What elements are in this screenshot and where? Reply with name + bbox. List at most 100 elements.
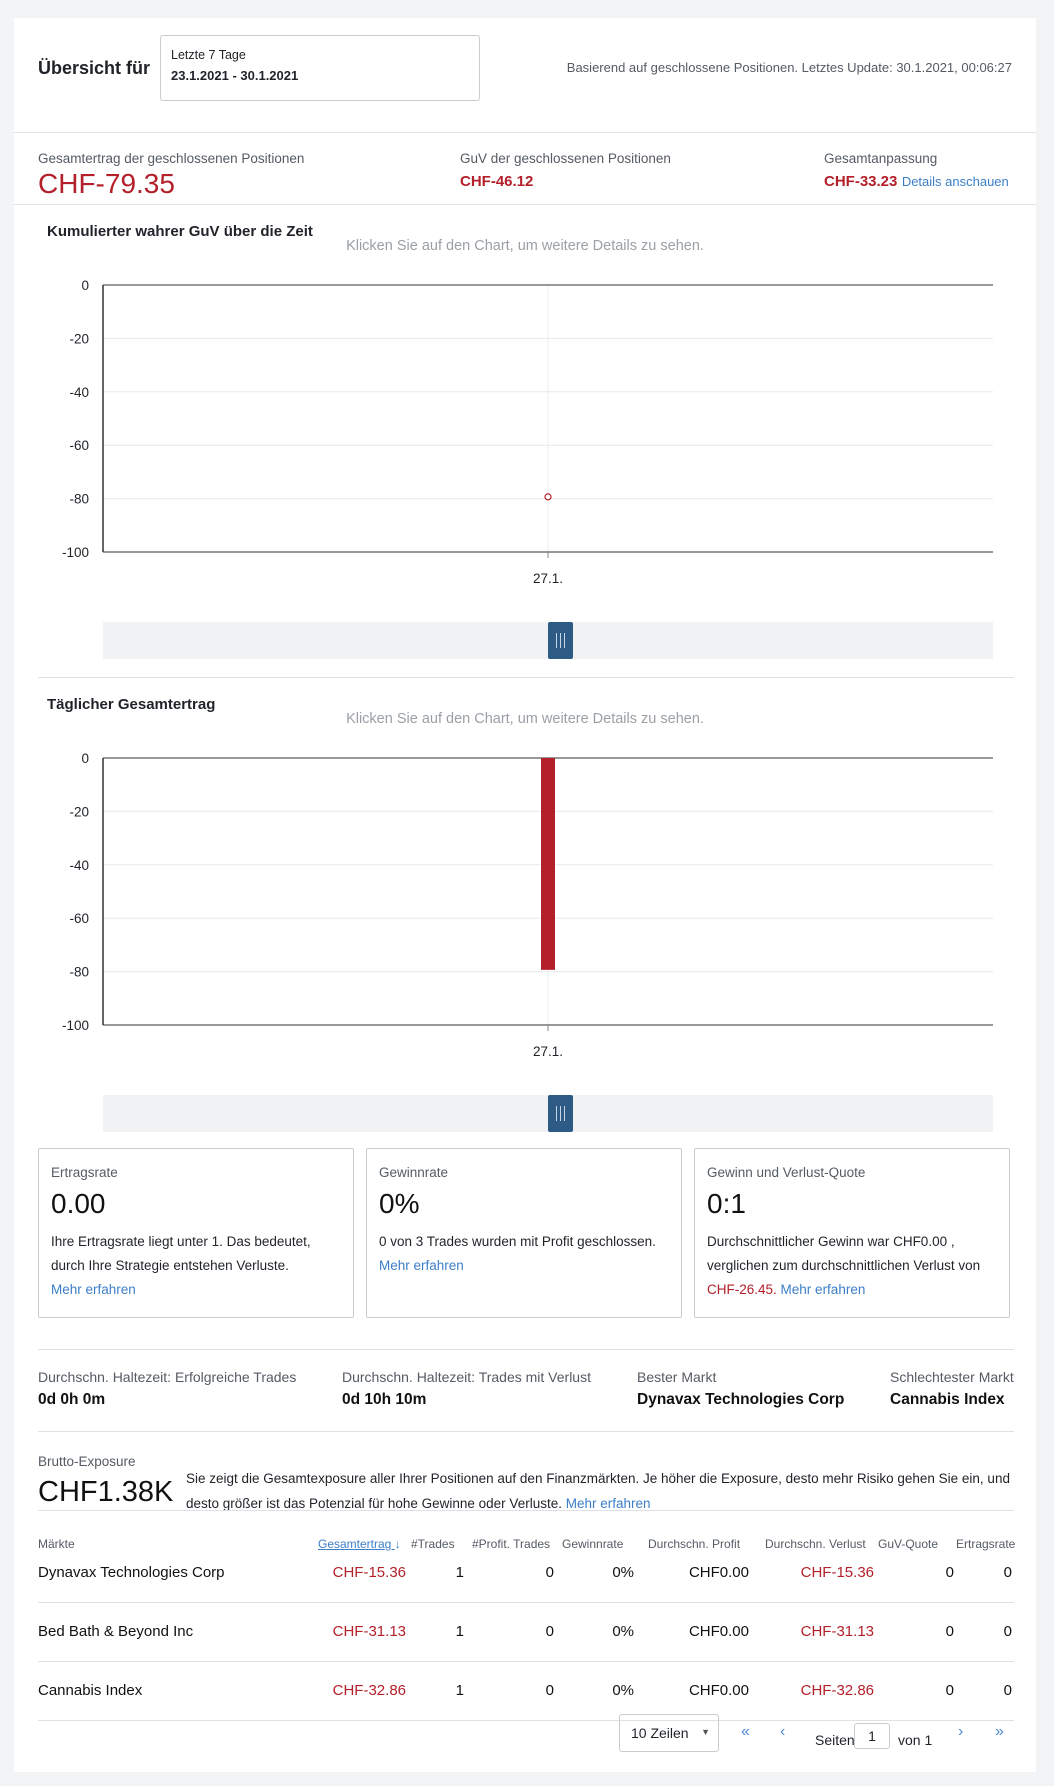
- divider: [14, 132, 1036, 133]
- cell-market: Dynavax Technologies Corp: [38, 1564, 225, 1581]
- daily-chart[interactable]: 0 -20 -40 -60 -80 -100 27.1.: [14, 726, 1036, 1056]
- col-avg-profit[interactable]: Durchschn. Profit: [648, 1537, 741, 1551]
- y-tick-label: -40: [69, 858, 89, 873]
- win-rate-desc-text: 0 von 3 Trades wurden mit Profit geschlo…: [379, 1234, 656, 1249]
- pnl-ratio-learn-more-link[interactable]: Mehr erfahren: [780, 1282, 866, 1297]
- win-rate-learn-more-link[interactable]: Mehr erfahren: [379, 1258, 464, 1273]
- chart-scrollbar[interactable]: [103, 1095, 993, 1132]
- daily-chart-hint: Klicken Sie auf den Chart, um weitere De…: [346, 711, 704, 727]
- rows-per-page-select[interactable]: 10 Zeilen ▼: [619, 1714, 719, 1752]
- col-yield[interactable]: Ertragsrate: [956, 1537, 1016, 1551]
- cumulative-chart-hint: Klicken Sie auf den Chart, um weitere De…: [346, 238, 704, 254]
- hold-loss-label: Durchschn. Haltezeit: Trades mit Verlust: [342, 1369, 591, 1385]
- page-title: Übersicht für: [38, 58, 151, 78]
- cell-trades: 1: [455, 1682, 464, 1699]
- win-rate-desc: 0 von 3 Trades wurden mit Profit geschlo…: [379, 1230, 669, 1278]
- adjust-row: CHF-33.23 Details anschauen: [824, 173, 1009, 191]
- col-trades[interactable]: #Trades: [411, 1537, 455, 1551]
- yield-value: 0.00: [51, 1188, 106, 1219]
- overview-card: Übersicht für Letzte 7 Tage 23.1.2021 - …: [14, 18, 1036, 1772]
- y-tick-label: 0: [81, 751, 89, 766]
- divider: [38, 1510, 1014, 1511]
- cell-avg-loss: CHF-32.86: [800, 1682, 874, 1699]
- y-tick-label: -60: [69, 911, 89, 926]
- cell-win-rate: 0%: [612, 1682, 634, 1699]
- cell-yield: 0: [1003, 1623, 1012, 1640]
- page-of-label: von 1: [898, 1732, 933, 1748]
- y-tick-label: -40: [69, 385, 89, 400]
- col-markets[interactable]: Märkte: [38, 1537, 75, 1551]
- hold-win-value: 0d 0h 0m: [38, 1391, 106, 1408]
- cell-win-rate: 0%: [612, 1564, 634, 1581]
- cell-avg-profit: CHF0.00: [688, 1623, 749, 1640]
- cell-profit-trades: 0: [545, 1564, 554, 1581]
- y-tick-label: -20: [69, 804, 89, 819]
- daily-chart-title: Täglicher Gesamtertrag: [47, 696, 216, 713]
- chart-scrollbar[interactable]: [103, 622, 993, 659]
- pnl-ratio-desc-text: Durchschnittlicher Gewinn war CHF0.00 , …: [707, 1234, 981, 1273]
- date-range-select[interactable]: Letzte 7 Tage 23.1.2021 - 30.1.2021: [160, 35, 480, 101]
- cell-market: Bed Bath & Beyond Inc: [38, 1623, 194, 1640]
- cell-profit-trades: 0: [545, 1623, 554, 1640]
- cell-avg-profit: CHF0.00: [688, 1564, 749, 1581]
- cell-avg-loss: CHF-31.13: [800, 1623, 874, 1640]
- scroll-handle[interactable]: [548, 622, 573, 659]
- worst-market-label: Schlechtester Markt: [890, 1369, 1014, 1385]
- cell-win-rate: 0%: [612, 1623, 634, 1640]
- y-tick-label: -80: [69, 965, 89, 980]
- yield-desc-text: Ihre Ertragsrate liegt unter 1. Das bede…: [51, 1234, 311, 1273]
- divider: [38, 677, 1014, 678]
- cell-yield: 0: [1003, 1682, 1012, 1699]
- col-avg-loss[interactable]: Durchschn. Verlust: [765, 1537, 866, 1551]
- divider: [38, 1349, 1014, 1350]
- divider: [38, 1431, 1014, 1432]
- cumulative-chart[interactable]: 0 -20 -40 -60 -80 -100 27.1.: [14, 253, 1036, 583]
- worst-market-value: Cannabis Index: [890, 1391, 1005, 1408]
- yield-card: Ertragsrate 0.00 Ihre Ertragsrate liegt …: [38, 1148, 354, 1318]
- win-rate-value: 0%: [379, 1188, 420, 1219]
- exposure-value: CHF1.38K: [38, 1476, 174, 1508]
- pnl-ratio-card: Gewinn und Verlust-Quote 0:1 Durchschnit…: [694, 1148, 1010, 1318]
- cell-pnl-ratio: 0: [945, 1682, 954, 1699]
- pnl-ratio-desc: Durchschnittlicher Gewinn war CHF0.00 , …: [707, 1230, 997, 1302]
- caret-down-icon: ▼: [701, 1727, 710, 1737]
- x-tick-label: 27.1.: [533, 571, 563, 583]
- y-tick-label: -20: [69, 331, 89, 346]
- bar: [541, 758, 555, 970]
- y-tick-label: 0: [81, 278, 89, 293]
- exposure-desc: Sie zeigt die Gesamtexposure aller Ihrer…: [186, 1466, 1016, 1516]
- col-profit-trades[interactable]: #Profit. Trades: [472, 1537, 551, 1551]
- col-win-rate[interactable]: Gewinnrate: [562, 1537, 624, 1551]
- divider: [14, 204, 1036, 205]
- page-input[interactable]: 1: [854, 1723, 890, 1749]
- cell-profit-trades: 0: [545, 1682, 554, 1699]
- cell-pnl-ratio: 0: [945, 1623, 954, 1640]
- best-market-value: Dynavax Technologies Corp: [637, 1391, 845, 1408]
- next-page-icon[interactable]: ›: [958, 1723, 964, 1740]
- yield-title: Ertragsrate: [51, 1165, 118, 1180]
- first-page-icon[interactable]: «: [741, 1723, 750, 1740]
- cell-total-return: CHF-15.36: [332, 1564, 406, 1581]
- rows-per-page-value: 10 Zeilen: [631, 1725, 689, 1741]
- cell-avg-loss: CHF-15.36: [800, 1564, 874, 1581]
- col-total-return[interactable]: Gesamtertrag ↓: [318, 1537, 401, 1551]
- total-label: Gesamtertrag der geschlossenen Positione…: [38, 151, 305, 166]
- cell-pnl-ratio: 0: [945, 1564, 954, 1581]
- exposure-learn-more-link[interactable]: Mehr erfahren: [565, 1496, 651, 1511]
- page-label: Seiten: [815, 1732, 855, 1748]
- best-market-label: Bester Markt: [637, 1369, 717, 1385]
- x-tick-label: 27.1.: [533, 1044, 563, 1056]
- pnl-label: GuV der geschlossenen Positionen: [460, 151, 671, 166]
- cell-avg-profit: CHF0.00: [688, 1682, 749, 1699]
- row-divider: [38, 1602, 1014, 1603]
- last-page-icon[interactable]: »: [995, 1723, 1004, 1740]
- cell-total-return: CHF-32.86: [332, 1682, 406, 1699]
- yield-learn-more-link[interactable]: Mehr erfahren: [51, 1282, 136, 1297]
- win-rate-title: Gewinnrate: [379, 1165, 449, 1180]
- col-pnl-ratio[interactable]: GuV-Quote: [878, 1537, 939, 1551]
- scroll-handle[interactable]: [548, 1095, 573, 1132]
- cell-total-return: CHF-31.13: [332, 1623, 406, 1640]
- prev-page-icon[interactable]: ‹: [780, 1723, 786, 1740]
- pnl-value: CHF-46.12: [460, 173, 534, 190]
- details-link[interactable]: Details anschauen: [901, 174, 1009, 189]
